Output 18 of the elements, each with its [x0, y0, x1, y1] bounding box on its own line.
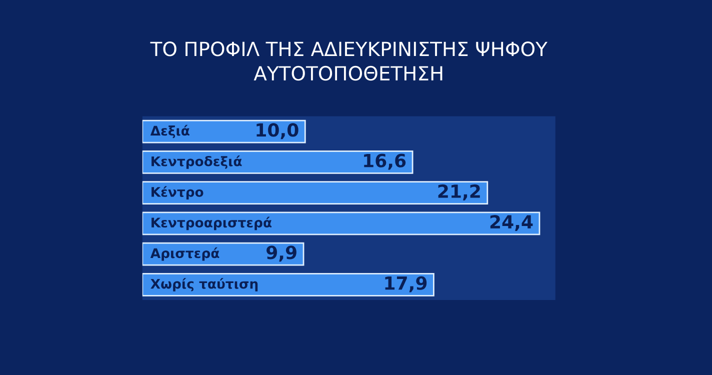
bar: [142, 212, 540, 236]
bar: [142, 272, 434, 296]
y-tick-label: Χωρίς ταύτιση: [150, 278, 258, 292]
data-label: 24,4: [490, 215, 533, 231]
y-tick-label: Κεντροαριστερά: [152, 216, 272, 230]
y-tick-label: Αριστερά: [150, 247, 220, 261]
y-tick-label: Κεντροδεξιά: [152, 156, 242, 169]
chart-title: ΤΟ ΠΡΟΦΙΛ ΤΗΣ ΑΔΙΕΥΚΡΙΝΙΣΤΗΣ ΨΗΦΟΥ: [150, 42, 548, 56]
bar: [142, 150, 414, 174]
bar: [142, 181, 488, 205]
chart-subtitle: ΑΥΤΟΤΟΠΟΘΕΤΗΣΗ: [254, 66, 442, 81]
y-tick-label: Κέντρο: [152, 186, 204, 200]
data-label: 10,0: [256, 123, 298, 140]
data-label: 9,9: [266, 246, 296, 262]
y-tick-label: Δεξιά: [150, 124, 190, 138]
data-label: 21,2: [438, 184, 480, 200]
data-label: 16,6: [364, 154, 406, 170]
data-label: 17,9: [385, 276, 427, 292]
